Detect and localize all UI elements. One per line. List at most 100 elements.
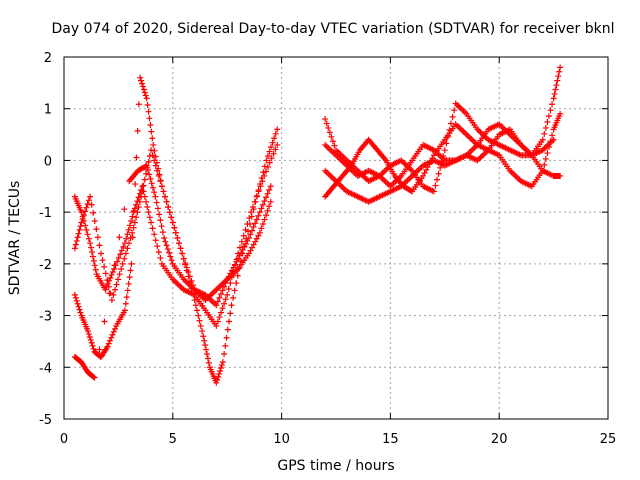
data-point [75, 230, 82, 237]
data-point [162, 238, 169, 245]
data-point [264, 207, 271, 214]
data-point [121, 255, 128, 262]
data-point [102, 286, 109, 293]
data-point [141, 193, 148, 200]
axis-ticks [63, 56, 609, 420]
x-tick-label: 15 [382, 432, 399, 447]
data-point [149, 184, 156, 191]
data-point [553, 82, 560, 89]
data-point [250, 203, 257, 210]
data-point [443, 140, 450, 147]
data-point [89, 253, 96, 260]
data-point [264, 190, 271, 197]
plot-frame [63, 56, 609, 420]
y-tick-label: -5 [39, 413, 52, 428]
data-point [146, 214, 153, 221]
data-point [227, 310, 234, 317]
data-point [146, 115, 153, 122]
data-point [132, 181, 139, 188]
data-point [215, 373, 222, 380]
data-point [242, 226, 249, 233]
data-point [219, 359, 226, 366]
data-point [449, 113, 456, 120]
data-point [166, 249, 173, 256]
data-point [430, 188, 437, 195]
data-point [557, 64, 564, 71]
grid-lines [64, 57, 608, 419]
data-point [133, 201, 140, 208]
data-point [213, 302, 220, 309]
data-point [111, 325, 118, 332]
data-point [247, 231, 254, 238]
data-point [221, 350, 228, 357]
data-point [126, 222, 133, 229]
data-point [135, 194, 142, 201]
data-point [123, 235, 130, 242]
data-point [146, 171, 153, 178]
x-tick-label: 20 [491, 432, 508, 447]
data-point [205, 359, 212, 366]
data-point [94, 234, 101, 241]
data-point [118, 266, 125, 273]
data-point [88, 244, 95, 251]
data-point [217, 291, 224, 298]
data-point [89, 342, 96, 349]
data-point [134, 198, 141, 205]
data-point [168, 257, 175, 264]
data-point [155, 165, 162, 172]
data-point [148, 147, 155, 154]
data-point [104, 280, 111, 287]
data-point [204, 355, 211, 362]
data-point [225, 285, 232, 292]
data-point [261, 216, 268, 223]
data-point [113, 281, 120, 288]
data-point [231, 287, 238, 294]
data-point [159, 229, 166, 236]
data-point [145, 108, 152, 115]
data-point [143, 198, 150, 205]
data-point [91, 218, 98, 225]
data-point [123, 294, 130, 301]
data-point [143, 95, 150, 102]
data-point [85, 235, 92, 242]
data-point [115, 254, 122, 261]
data-point [83, 226, 90, 233]
data-point [260, 169, 267, 176]
data-point [266, 148, 273, 155]
data-point [268, 155, 275, 162]
data-point [196, 317, 203, 324]
data-point [221, 300, 228, 307]
data-point [251, 198, 258, 205]
series-track-7 [322, 126, 564, 205]
data-point [172, 229, 179, 236]
data-point [539, 136, 546, 143]
data-point [195, 312, 202, 319]
data-point [109, 331, 116, 338]
data-point [160, 188, 167, 195]
data-point [75, 303, 82, 310]
data-point [90, 373, 97, 380]
data-point [151, 231, 158, 238]
data-point [552, 86, 559, 93]
data-point [202, 342, 209, 349]
y-tick-label: -2 [39, 258, 52, 273]
data-point [156, 171, 163, 178]
data-point [153, 199, 160, 206]
data-point [249, 227, 256, 234]
data-point [141, 89, 148, 96]
data-point [194, 307, 201, 314]
data-point [102, 270, 109, 277]
data-point [230, 294, 237, 301]
data-point [124, 287, 131, 294]
data-point [72, 294, 79, 301]
data-point [218, 362, 225, 369]
data-point [185, 268, 192, 275]
x-axis-label: GPS time / hours [277, 458, 394, 474]
data-point [138, 77, 145, 84]
data-point [158, 183, 165, 190]
data-point [163, 242, 170, 249]
data-point [268, 144, 275, 151]
data-point [244, 220, 251, 227]
data-point [145, 209, 152, 216]
